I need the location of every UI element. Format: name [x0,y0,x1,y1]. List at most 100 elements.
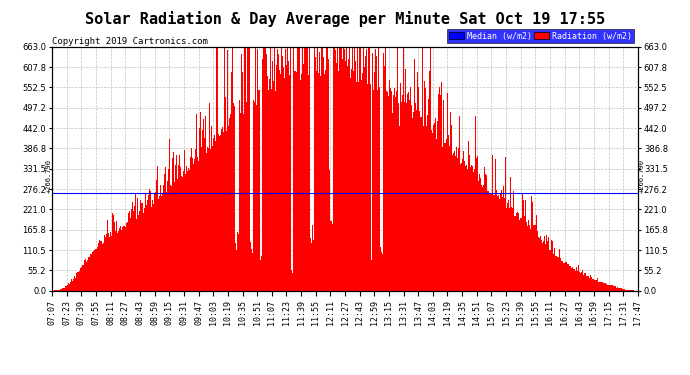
Bar [328,77,329,291]
Bar [147,200,148,291]
Bar [518,213,519,291]
Bar [398,103,399,291]
Bar [521,218,522,291]
Bar [223,132,224,291]
Bar [597,278,598,291]
Bar [303,64,304,291]
Bar [463,151,464,291]
Bar [445,143,446,291]
Bar [76,276,77,291]
Bar [267,76,268,291]
Bar [129,211,130,291]
Bar [609,285,610,291]
Bar [72,281,73,291]
Bar [402,94,403,291]
Bar [411,105,412,291]
Bar [140,200,141,291]
Bar [620,288,621,291]
Bar [424,81,425,291]
Bar [83,260,85,291]
Bar [377,90,378,291]
Bar [622,289,624,291]
Bar [564,263,565,291]
Bar [629,290,630,291]
Bar [297,47,298,291]
Bar [299,47,300,291]
Bar [206,147,208,291]
Bar [442,147,443,291]
Bar [294,71,295,291]
Bar [65,287,66,291]
Bar [347,66,348,291]
Bar [441,82,442,291]
Bar [378,47,379,291]
Bar [205,116,206,291]
Bar [426,123,428,291]
Bar [216,47,217,291]
Bar [477,156,478,291]
Bar [497,196,498,291]
Bar [192,158,193,291]
Bar [146,205,147,291]
Bar [210,148,211,291]
Bar [409,100,410,291]
Bar [239,113,241,291]
Bar [167,182,168,291]
Bar [177,179,178,291]
Bar [485,174,486,291]
Bar [149,189,150,291]
Bar [278,54,279,291]
Bar [339,47,340,291]
Bar [478,181,479,291]
Bar [238,234,239,291]
Bar [325,70,326,291]
Bar [627,290,628,291]
Bar [101,241,102,291]
Bar [487,191,488,291]
Bar [311,243,312,291]
Bar [457,148,459,291]
Bar [172,152,174,291]
Bar [470,167,471,291]
Bar [90,254,91,291]
Bar [387,92,388,291]
Bar [145,194,146,291]
Bar [481,184,482,291]
Bar [124,226,125,291]
Bar [510,177,511,291]
Bar [180,167,181,291]
Bar [468,141,469,291]
Bar [121,230,122,291]
Bar [182,177,183,291]
Bar [508,200,509,291]
Bar [233,104,234,291]
Bar [289,75,290,291]
Bar [208,148,209,291]
Bar [617,287,618,291]
Bar [610,285,611,291]
Bar [413,112,414,291]
Bar [312,225,313,291]
Bar [465,166,466,291]
Bar [533,225,534,291]
Bar [235,243,236,291]
Bar [389,80,390,291]
Bar [464,162,465,291]
Bar [385,47,386,291]
Bar [474,170,475,291]
Bar [471,165,473,291]
Bar [152,198,153,291]
Bar [376,56,377,291]
Bar [414,59,415,291]
Bar [227,50,228,291]
Bar [585,273,586,291]
Bar [404,82,406,291]
Bar [86,259,88,291]
Bar [313,240,314,291]
Bar [432,133,433,291]
Bar [249,47,250,291]
Bar [340,47,342,291]
Bar [170,184,171,291]
Text: Solar Radiation & Day Average per Minute Sat Oct 19 17:55: Solar Radiation & Day Average per Minute… [85,11,605,27]
Bar [529,225,530,291]
